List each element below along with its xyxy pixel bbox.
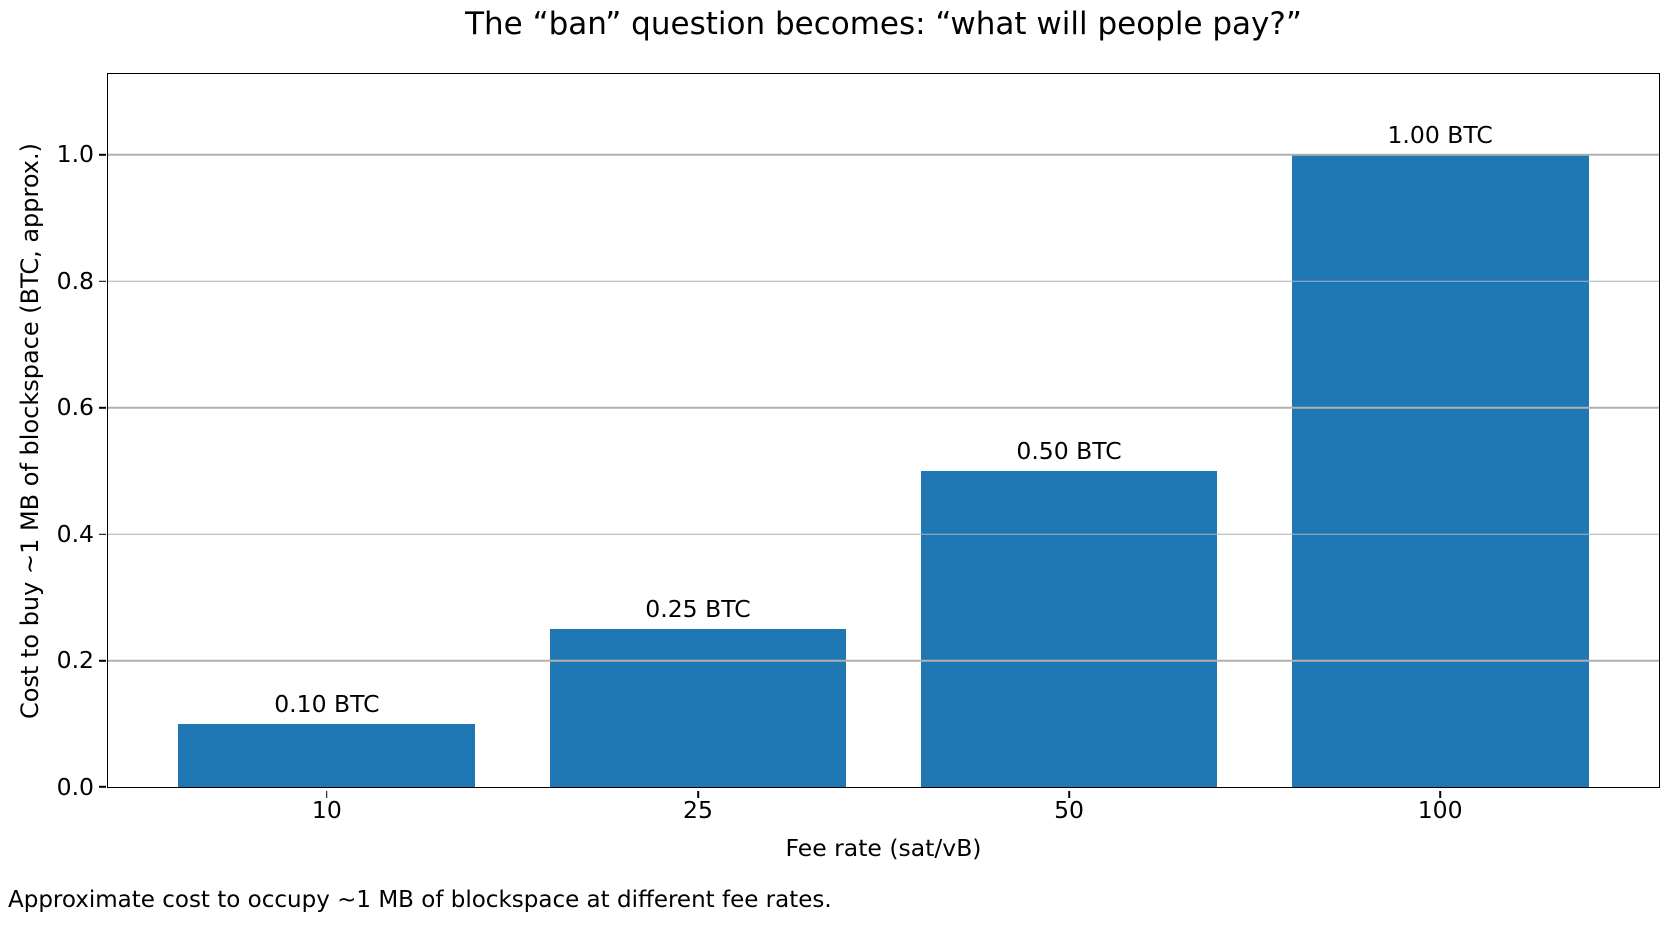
bar [1291,154,1589,787]
bar-value-label: 1.00 BTC [1387,121,1493,150]
y-tick-mark [99,659,107,662]
y-tick-label: 0.2 [56,645,94,674]
bar-value-label: 0.50 BTC [1016,437,1122,466]
chart-title: The “ban” question becomes: “what will p… [465,6,1302,42]
y-tick-mark [99,406,107,409]
bar [549,628,847,787]
y-tick-label: 0.0 [56,772,94,801]
x-tick-mark [697,790,699,798]
y-tick-label: 0.4 [56,519,94,548]
bar [920,470,1218,787]
x-tick-mark [1439,790,1441,798]
x-tick-label: 100 [1417,796,1463,825]
x-tick-label: 50 [1054,796,1084,825]
bar-slot: 1.00 BTC 100 [1255,74,1626,823]
bar-slot: 0.50 BTC 50 [884,74,1255,823]
bar-slot: 0.10 BTC 10 [141,74,512,823]
bar-value-label: 0.10 BTC [274,690,380,719]
x-axis-label: Fee rate (sat/vB) [785,834,982,862]
y-tick-label: 0.8 [56,266,94,295]
y-axis-label: Cost to buy ~1 MB of blockspace (BTC, ap… [16,142,44,719]
figure-caption: Approximate cost to occupy ~1 MB of bloc… [8,887,832,913]
y-tick-mark [99,154,107,156]
y-axis-label-container: Cost to buy ~1 MB of blockspace (BTC, ap… [0,73,60,788]
bars-row: 0.10 BTC 10 0.25 BTC 25 0.50 BTC 50 1.00 BTC 10… [108,74,1659,823]
x-tick-label: 10 [311,796,342,825]
y-tick-mark [99,533,107,535]
x-tick-label: 25 [683,796,713,825]
bar-value-label: 0.25 BTC [645,595,751,624]
x-tick-mark [326,790,328,798]
y-tick-mark [99,280,107,283]
y-tick-mark [99,786,107,788]
x-tick-mark [1068,790,1070,798]
y-tick-label: 1.0 [56,140,94,169]
y-tick-label: 0.6 [56,393,94,421]
bar [178,723,476,787]
plot-area: 0.10 BTC 10 0.25 BTC 25 0.50 BTC 50 1.00 BTC 10… [57,73,1660,823]
bar-slot: 0.25 BTC 25 [512,74,883,823]
